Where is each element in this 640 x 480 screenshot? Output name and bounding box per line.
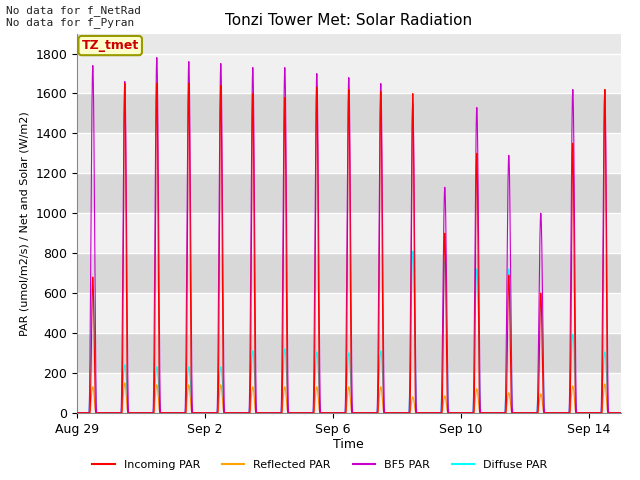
Text: TZ_tmet: TZ_tmet (82, 39, 139, 52)
Bar (77, 333, 621, 373)
Bar (77, 173, 621, 213)
Bar (77, 94, 621, 133)
Y-axis label: PAR (umol/m2/s) / Net and Solar (W/m2): PAR (umol/m2/s) / Net and Solar (W/m2) (20, 111, 29, 336)
Bar (77, 54, 621, 94)
Text: No data for f_NetRad
No data for f_Pyran: No data for f_NetRad No data for f_Pyran (6, 5, 141, 28)
X-axis label: Time: Time (333, 438, 364, 451)
Bar (77, 293, 621, 333)
Bar (77, 133, 621, 173)
Title: Tonzi Tower Met: Solar Radiation: Tonzi Tower Met: Solar Radiation (225, 13, 472, 28)
Bar (77, 373, 621, 413)
Bar (77, 213, 621, 253)
Bar (77, 253, 621, 293)
Legend: Incoming PAR, Reflected PAR, BF5 PAR, Diffuse PAR: Incoming PAR, Reflected PAR, BF5 PAR, Di… (88, 456, 552, 474)
